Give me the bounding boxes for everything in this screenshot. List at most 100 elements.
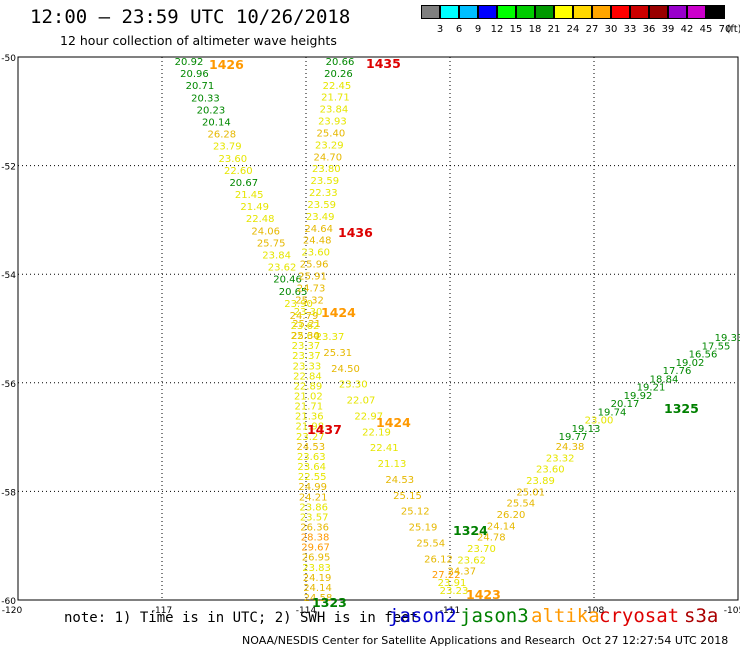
color-swatch	[706, 5, 725, 19]
swh-value-label: 20.23	[197, 105, 226, 116]
swh-value-label: 24.99	[298, 482, 327, 493]
lat-tick-label: -52	[1, 163, 16, 173]
swh-value-label: 25.15	[393, 491, 422, 502]
color-scale-tick: 18	[528, 24, 542, 35]
pass-time-label: 1424	[321, 305, 356, 320]
color-swatch	[668, 5, 687, 19]
swh-value-label: 23.60	[536, 465, 565, 476]
swh-value-label: 23.60	[218, 154, 247, 165]
color-scale-tick: 12	[490, 24, 504, 35]
swh-value-label: 25.12	[401, 507, 430, 518]
swh-value-label: 23.62	[268, 263, 297, 274]
swh-value-label: 20.67	[229, 178, 258, 189]
swh-value-label: 19.02	[676, 358, 705, 369]
swh-value-label: 25.40	[317, 128, 346, 139]
swh-value-label: 24.70	[314, 152, 343, 163]
pass-time-label: 1424	[376, 415, 411, 430]
swh-value-label: 23.29	[315, 140, 344, 151]
pass-time-label: 1437	[307, 422, 342, 437]
swh-value-label: 23.49	[306, 212, 335, 223]
page-title: 12:00 – 23:59 UTC 10/26/2018	[30, 6, 351, 28]
swh-value-label: 23.57	[300, 512, 329, 523]
pass-time-label: 1423	[466, 587, 501, 602]
swh-value-label: 20.65	[279, 287, 308, 298]
swh-value-label: 23.32	[546, 453, 575, 464]
swh-value-label: 23.00	[585, 416, 614, 427]
legend-altika: altika	[531, 605, 600, 627]
swh-value-label: 24.64	[304, 224, 333, 235]
swh-value-label: 23.79	[213, 142, 242, 153]
swh-value-label: 21.45	[235, 190, 264, 201]
swh-value-label: 26.36	[300, 522, 329, 533]
color-swatch	[421, 5, 440, 19]
color-scale-tick: 15	[509, 24, 523, 35]
swh-value-label: 26.20	[497, 510, 526, 521]
swh-value-label: 23.80	[312, 164, 341, 175]
swh-value-label: 23.83	[302, 563, 331, 574]
swh-value-label: 25.91	[298, 271, 327, 282]
swh-value-label: 27.22	[432, 570, 461, 581]
lat-tick-label: -56	[1, 380, 16, 390]
swh-value-label: 23.63	[297, 452, 326, 463]
color-scale-tick: 9	[474, 24, 482, 35]
swh-value-label: 23.30	[294, 307, 323, 318]
color-scale-unit: (ft)	[726, 24, 740, 35]
pass-time-label: 1426	[209, 57, 244, 72]
swh-value-label: 16.56	[689, 350, 718, 361]
lon-tick-label: -111	[440, 606, 460, 616]
swh-value-label: 20.92	[175, 57, 204, 68]
color-swatch	[573, 5, 592, 19]
swh-value-label: 25.32	[295, 295, 324, 306]
swh-value-label: 23.37	[316, 332, 345, 343]
swh-value-label: 23.60	[301, 248, 330, 259]
swh-value-label: 19.77	[559, 432, 588, 443]
swh-value-label: 26.95	[302, 553, 331, 564]
swh-value-label: 22.60	[224, 166, 253, 177]
footer-note: note: 1) Time is in UTC; 2) SWH is in fe…	[64, 610, 419, 626]
swh-value-label: 20.46	[273, 275, 302, 286]
swh-value-label: 21.36	[295, 412, 324, 423]
swh-value-label: 19.92	[624, 391, 653, 402]
swh-value-label: 25.30	[291, 331, 320, 342]
pass-time-label: 1436	[338, 225, 373, 240]
swh-value-label: 23.23	[440, 586, 469, 597]
swh-value-label: 23.59	[307, 200, 336, 211]
swh-value-label: 25.01	[516, 487, 545, 498]
lat-tick-label: -50	[1, 54, 16, 64]
swh-value-label: 19.13	[572, 424, 601, 435]
swh-value-label: 25.54	[507, 499, 536, 510]
swh-value-label: 24.79	[290, 311, 319, 322]
swh-value-label: 25.54	[416, 538, 445, 549]
lon-tick-label: -114	[296, 606, 317, 616]
swh-value-label: 25.96	[300, 260, 329, 271]
swh-value-label: 25.31	[323, 348, 352, 359]
color-scale-tick: 6	[455, 24, 463, 35]
swh-value-label: 24.58	[304, 593, 333, 604]
color-swatch	[649, 5, 668, 19]
pass-time-label: 1325	[664, 401, 699, 416]
swh-value-label: 24.19	[303, 573, 332, 584]
swh-value-label: 24.14	[487, 521, 516, 532]
color-scale-tick: 33	[623, 24, 637, 35]
swh-value-label: 23.62	[457, 555, 486, 566]
swh-value-label: 22.07	[347, 396, 376, 407]
swh-value-label: 23.33	[293, 361, 322, 372]
color-swatch	[554, 5, 573, 19]
swh-value-label: 23.37	[292, 341, 321, 352]
swh-value-label: 23.84	[320, 105, 349, 116]
swh-value-label: 20.71	[186, 81, 215, 92]
swh-value-label: 24.53	[385, 475, 414, 486]
pass-time-label: 1435	[366, 56, 401, 71]
lon-tick-label: -105	[724, 606, 740, 616]
swh-value-label: 21.71	[295, 402, 324, 413]
color-swatch	[611, 5, 630, 19]
swh-value-label: 21.49	[240, 202, 269, 213]
color-swatch	[592, 5, 611, 19]
swh-value-label: 23.37	[292, 351, 321, 362]
swh-value-label: 26.12	[424, 554, 453, 565]
swh-value-label: 22.89	[294, 381, 323, 392]
swh-value-label: 23.93	[318, 117, 347, 128]
swh-value-label: 24.37	[448, 567, 477, 578]
swh-value-label: 19.21	[637, 383, 666, 394]
